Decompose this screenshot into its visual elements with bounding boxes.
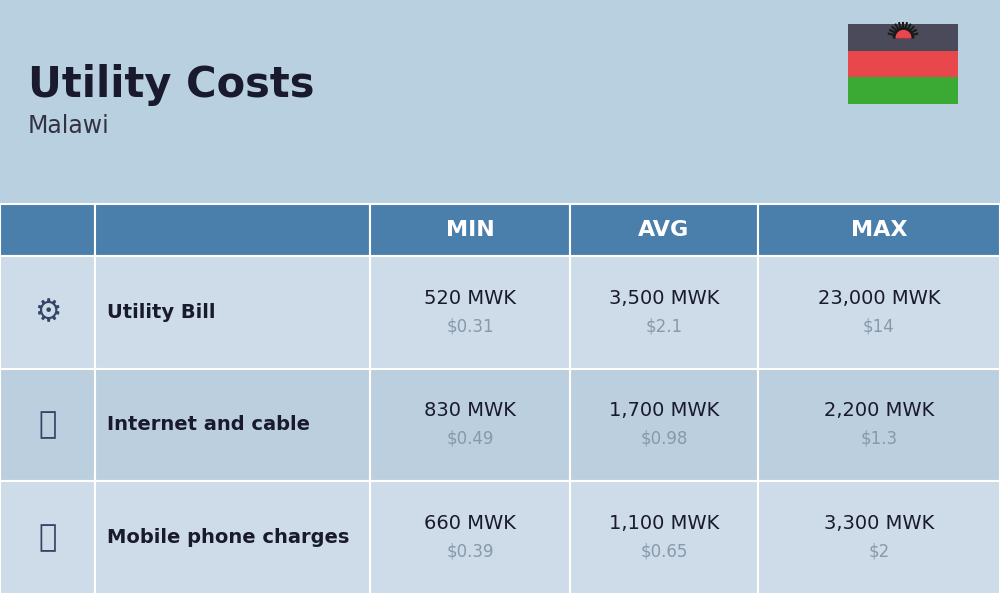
Text: 660 MWK: 660 MWK bbox=[424, 514, 516, 533]
Bar bbox=[95, 369, 370, 481]
Text: Utility Bill: Utility Bill bbox=[107, 303, 216, 322]
Bar bbox=[370, 481, 570, 594]
Text: Malawi: Malawi bbox=[28, 114, 110, 138]
Text: $0.65: $0.65 bbox=[640, 543, 688, 561]
Text: 23,000 MWK: 23,000 MWK bbox=[818, 289, 940, 308]
Bar bbox=[370, 256, 570, 369]
Bar bbox=[570, 204, 758, 256]
Bar bbox=[95, 204, 370, 256]
Text: $2: $2 bbox=[868, 543, 890, 561]
Text: $0.49: $0.49 bbox=[446, 430, 494, 448]
Text: 📱: 📱 bbox=[38, 523, 57, 552]
Bar bbox=[570, 256, 758, 369]
Bar bbox=[570, 369, 758, 481]
Text: $2.1: $2.1 bbox=[645, 317, 683, 336]
Bar bbox=[95, 256, 370, 369]
Text: Internet and cable: Internet and cable bbox=[107, 415, 310, 434]
Bar bbox=[0, 481, 95, 594]
Text: Mobile phone charges: Mobile phone charges bbox=[107, 528, 349, 547]
Text: MIN: MIN bbox=[446, 220, 494, 240]
Bar bbox=[570, 481, 758, 594]
Text: 3,300 MWK: 3,300 MWK bbox=[824, 514, 934, 533]
Text: 830 MWK: 830 MWK bbox=[424, 402, 516, 421]
Text: 1,700 MWK: 1,700 MWK bbox=[609, 402, 719, 421]
Bar bbox=[848, 77, 958, 104]
Text: MAX: MAX bbox=[851, 220, 907, 240]
Text: AVG: AVG bbox=[638, 220, 690, 240]
Bar bbox=[758, 204, 1000, 256]
Text: $1.3: $1.3 bbox=[860, 430, 898, 448]
Bar bbox=[0, 369, 95, 481]
Text: 📡: 📡 bbox=[38, 410, 57, 440]
Text: 1,100 MWK: 1,100 MWK bbox=[609, 514, 719, 533]
Text: $0.98: $0.98 bbox=[640, 430, 688, 448]
Text: $0.39: $0.39 bbox=[446, 543, 494, 561]
Text: Utility Costs: Utility Costs bbox=[28, 64, 314, 106]
Text: ⚙: ⚙ bbox=[34, 298, 61, 327]
Bar bbox=[758, 481, 1000, 594]
Bar bbox=[758, 256, 1000, 369]
Bar bbox=[0, 204, 95, 256]
Bar bbox=[370, 369, 570, 481]
Bar bbox=[370, 204, 570, 256]
Text: 3,500 MWK: 3,500 MWK bbox=[609, 289, 719, 308]
Text: 2,200 MWK: 2,200 MWK bbox=[824, 402, 934, 421]
Text: $14: $14 bbox=[863, 317, 895, 336]
Text: 520 MWK: 520 MWK bbox=[424, 289, 516, 308]
Bar bbox=[0, 256, 95, 369]
Bar bbox=[848, 24, 958, 50]
Text: $0.31: $0.31 bbox=[446, 317, 494, 336]
Bar bbox=[95, 481, 370, 594]
Bar bbox=[848, 50, 958, 77]
Bar bbox=[758, 369, 1000, 481]
